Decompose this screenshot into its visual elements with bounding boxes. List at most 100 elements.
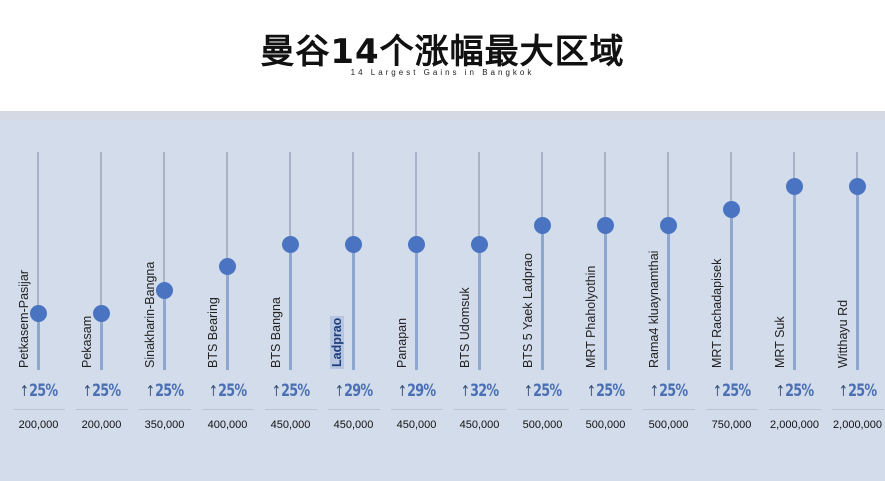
up-arrow-icon: ↑ xyxy=(649,382,659,400)
area-label: Rama4 kluaynamthai xyxy=(647,250,661,368)
data-point-dot xyxy=(786,178,803,195)
gain-badge: ↑25% xyxy=(519,381,566,401)
stem-line xyxy=(37,152,39,313)
data-point-dot xyxy=(534,217,551,234)
page-subtitle: 14 Largest Gains in Bangkok xyxy=(350,68,535,77)
data-point-dot xyxy=(93,305,110,322)
stem-line xyxy=(352,152,354,244)
gain-value: 29% xyxy=(344,381,373,401)
gain-badge: ↑25% xyxy=(645,381,692,401)
gain-value: 25% xyxy=(785,381,814,401)
separator xyxy=(454,409,506,410)
up-arrow-icon: ↑ xyxy=(334,382,344,400)
up-arrow-icon: ↑ xyxy=(838,382,848,400)
chart-column: BTS 5 Yaek Ladprao ↑25% 500,000 xyxy=(511,111,574,481)
stem-line-filled xyxy=(478,244,481,370)
chart-column: MRT Suk ↑25% 2,000,000 xyxy=(763,111,826,481)
gain-badge: ↑32% xyxy=(456,381,503,401)
price-value: 2,000,000 xyxy=(833,419,882,431)
stem-line xyxy=(541,152,543,225)
gain-badge: ↑29% xyxy=(393,381,440,401)
chart-column: BTS Bearing ↑25% 400,000 xyxy=(196,111,259,481)
chart-column: Panapan ↑29% 450,000 xyxy=(385,111,448,481)
gain-value: 32% xyxy=(470,381,499,401)
up-arrow-icon: ↑ xyxy=(19,382,29,400)
price-value: 450,000 xyxy=(459,419,500,431)
chart-column: BTS Bangna ↑25% 450,000 xyxy=(259,111,322,481)
data-point-dot xyxy=(30,305,47,322)
chart-column: Pekasam ↑25% 200,000 xyxy=(70,111,133,481)
gain-badge: ↑25% xyxy=(834,381,881,401)
up-arrow-icon: ↑ xyxy=(208,382,218,400)
area-label: Witthayu Rd xyxy=(836,299,850,368)
price-value: 450,000 xyxy=(396,419,437,431)
area-label: BTS Udomsuk xyxy=(458,287,472,368)
stem-line-filled xyxy=(163,290,166,370)
area-label: Panapan xyxy=(395,317,409,368)
separator xyxy=(328,409,380,410)
separator xyxy=(706,409,758,410)
stem-line xyxy=(226,152,228,266)
price-value: 400,000 xyxy=(207,419,248,431)
price-value: 200,000 xyxy=(81,419,122,431)
data-point-dot xyxy=(156,282,173,299)
stem-line xyxy=(289,152,291,244)
separator xyxy=(265,409,317,410)
chart-column: MRT Rachadapisek ↑25% 750,000 xyxy=(700,111,763,481)
separator xyxy=(391,409,443,410)
gain-badge: ↑25% xyxy=(267,381,314,401)
area-label: BTS 5 Yaek Ladprao xyxy=(521,253,535,368)
stem-line xyxy=(730,152,732,209)
chart-column: MRT Phaholyothin ↑25% 500,000 xyxy=(574,111,637,481)
up-arrow-icon: ↑ xyxy=(82,382,92,400)
gain-value: 25% xyxy=(281,381,310,401)
gain-badge: ↑25% xyxy=(582,381,629,401)
stem-line-filled xyxy=(289,244,292,370)
price-value: 500,000 xyxy=(648,419,689,431)
gain-value: 25% xyxy=(533,381,562,401)
gain-value: 25% xyxy=(848,381,877,401)
data-point-dot xyxy=(219,258,236,275)
gain-badge: ↑25% xyxy=(78,381,125,401)
area-label: MRT Suk xyxy=(773,316,787,368)
price-value: 2,000,000 xyxy=(770,419,819,431)
stem-line-filled xyxy=(541,225,544,370)
stem-line-filled xyxy=(352,244,355,370)
separator xyxy=(643,409,695,410)
area-label: MRT Rachadapisek xyxy=(710,258,724,368)
gain-badge: ↑25% xyxy=(771,381,818,401)
up-arrow-icon: ↑ xyxy=(586,382,596,400)
stem-line xyxy=(604,152,606,225)
gain-value: 25% xyxy=(659,381,688,401)
separator xyxy=(832,409,884,410)
stem-line-filled xyxy=(793,186,796,370)
up-arrow-icon: ↑ xyxy=(271,382,281,400)
gain-value: 25% xyxy=(29,381,58,401)
separator xyxy=(13,409,65,410)
stem-line xyxy=(415,152,417,244)
stem-line-filled xyxy=(226,266,229,370)
gain-value: 25% xyxy=(218,381,247,401)
price-value: 450,000 xyxy=(333,419,374,431)
data-point-dot xyxy=(723,201,740,218)
stem-line-filled xyxy=(730,209,733,370)
chart-column: BTS Udomsuk ↑32% 450,000 xyxy=(448,111,511,481)
stem-line xyxy=(667,152,669,225)
gain-value: 29% xyxy=(407,381,436,401)
stem-line xyxy=(856,152,858,186)
area-label: Sinakharin-Bangna xyxy=(143,261,157,368)
gain-badge: ↑25% xyxy=(141,381,188,401)
gain-value: 25% xyxy=(92,381,121,401)
separator xyxy=(202,409,254,410)
chart-column: Petkasem-Pasijar ↑25% 200,000 xyxy=(7,111,70,481)
price-value: 500,000 xyxy=(585,419,626,431)
stem-line xyxy=(478,152,480,244)
gain-badge: ↑25% xyxy=(15,381,62,401)
area-label: BTS Bangna xyxy=(269,297,283,368)
data-point-dot xyxy=(408,236,425,253)
chart-column: Witthayu Rd ↑25% 2,000,000 xyxy=(826,111,885,481)
header: 曼谷14个涨幅最大区域 14 Largest Gains in Bangkok xyxy=(0,0,885,111)
gain-value: 25% xyxy=(722,381,751,401)
up-arrow-icon: ↑ xyxy=(460,382,470,400)
gain-badge: ↑25% xyxy=(708,381,755,401)
